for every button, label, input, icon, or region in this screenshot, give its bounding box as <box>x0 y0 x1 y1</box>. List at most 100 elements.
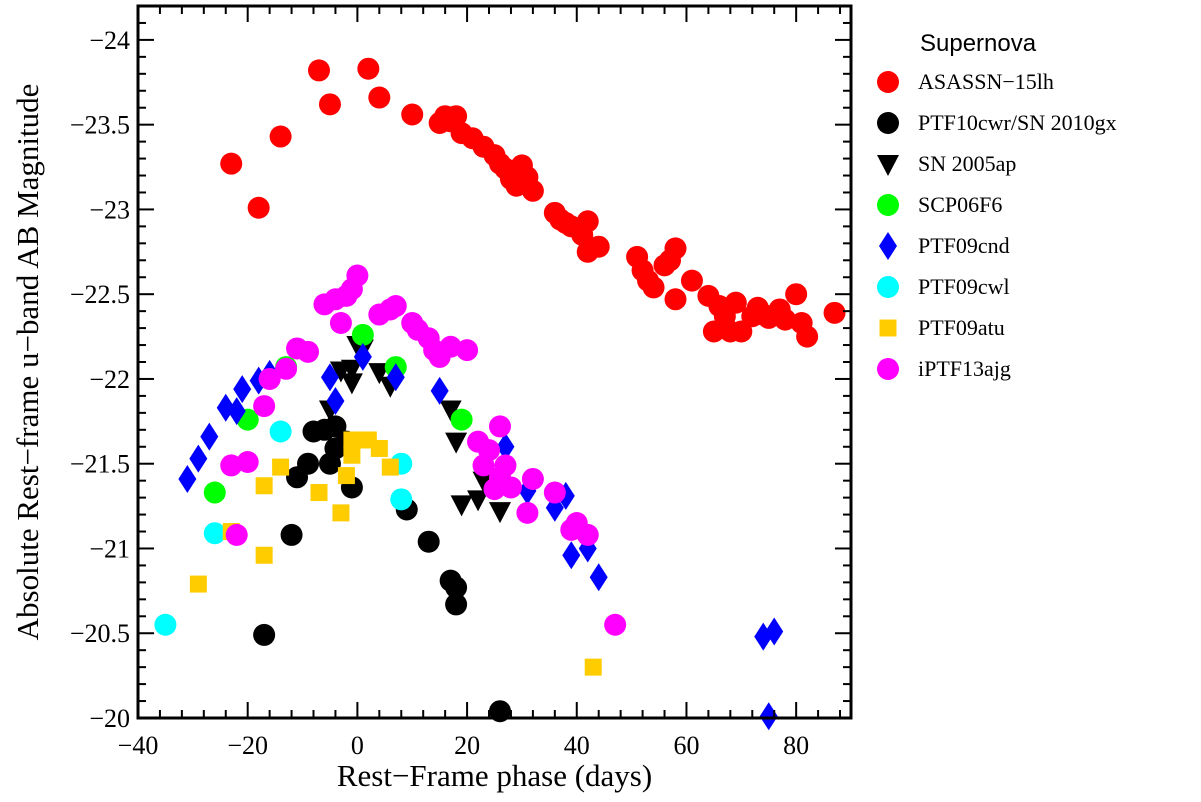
data-point <box>272 458 290 476</box>
data-point <box>796 325 819 348</box>
x-tick-labels: −40 −20 0 20 40 60 80 <box>118 731 809 760</box>
data-point <box>326 386 345 415</box>
data-point <box>430 376 449 405</box>
series-0 <box>220 57 846 348</box>
data-point <box>320 363 339 392</box>
data-point <box>225 523 248 546</box>
data-point <box>178 464 197 493</box>
data-point <box>587 235 610 258</box>
legend-label: iPTF13ajg <box>918 356 1011 381</box>
data-point <box>496 432 515 461</box>
legend-label: PTF10cwr/SN 2010gx <box>918 110 1117 135</box>
data-point <box>765 617 784 646</box>
y-tick-label: −20.5 <box>70 619 130 648</box>
data-point <box>488 502 511 524</box>
data-point <box>343 446 361 464</box>
data-point <box>521 467 544 490</box>
legend-label: ASASSN−15lh <box>918 69 1054 94</box>
data-point <box>258 367 281 390</box>
data-point <box>353 342 372 371</box>
data-point <box>642 276 665 299</box>
x-tick-label: −40 <box>118 731 159 760</box>
legend-item: PTF09atu <box>879 315 1005 340</box>
y-tick-label: −22.5 <box>70 280 130 309</box>
chart-marks <box>154 57 846 731</box>
data-point <box>351 323 374 346</box>
data-point <box>467 490 490 512</box>
data-point <box>494 454 517 477</box>
legend-marker <box>877 112 899 134</box>
y-tick-label: −24 <box>89 26 130 55</box>
data-point <box>297 340 320 363</box>
y-tick-label: −21.5 <box>70 450 130 479</box>
legend-marker <box>877 155 899 176</box>
legend-title: Supernova <box>920 30 1037 57</box>
data-point <box>589 563 608 592</box>
data-point <box>823 301 846 324</box>
data-point <box>280 523 303 546</box>
data-point <box>340 373 363 395</box>
data-point <box>381 458 399 476</box>
data-point <box>445 576 468 599</box>
data-point <box>664 237 687 260</box>
data-point <box>318 93 341 116</box>
legend-items: ASASSN−15lh PTF10cwr/SN 2010gx SN 2005ap SC… <box>877 69 1117 381</box>
data-point <box>269 125 292 148</box>
data-point <box>236 451 259 474</box>
data-point <box>516 501 539 524</box>
y-tick-label: −23 <box>89 195 130 224</box>
legend-item: ASASSN−15lh <box>877 69 1054 94</box>
axis-ticks <box>137 5 851 719</box>
x-tick-label: 20 <box>454 731 480 760</box>
data-point <box>439 400 462 422</box>
x-axis-title: Rest−Frame phase (days) <box>337 758 652 793</box>
legend-marker <box>879 319 897 337</box>
legend-marker <box>877 194 899 216</box>
series-2 <box>318 336 511 524</box>
data-point <box>499 476 522 499</box>
data-point <box>227 397 246 426</box>
data-point <box>200 422 219 451</box>
data-point <box>445 593 468 616</box>
legend-item: SN 2005ap <box>877 151 1016 176</box>
data-point <box>774 308 797 331</box>
data-point <box>253 395 276 418</box>
data-point <box>332 504 350 522</box>
data-point <box>576 210 599 233</box>
data-point <box>220 454 243 477</box>
data-point <box>346 264 369 287</box>
data-point <box>189 444 208 473</box>
data-point <box>664 288 687 311</box>
data-point <box>702 320 725 343</box>
data-point <box>255 546 273 564</box>
data-point <box>562 541 581 570</box>
x-tick-label: 0 <box>351 731 364 760</box>
data-point <box>445 432 468 454</box>
legend-item: iPTF13ajg <box>877 356 1011 381</box>
data-point <box>297 452 320 475</box>
data-point <box>445 105 468 128</box>
data-point <box>357 57 380 80</box>
y-tick-labels: −24 −23.5 −23 −22.5 −22 −21.5 −21 −20.5 −20 <box>70 26 130 733</box>
data-point <box>488 415 511 438</box>
legend-label: PTF09atu <box>918 315 1005 340</box>
data-point <box>450 408 473 431</box>
legend-label: SCP06F6 <box>918 192 1002 217</box>
x-tick-label: 80 <box>783 731 809 760</box>
data-point <box>730 320 753 343</box>
data-point <box>604 613 627 636</box>
data-point <box>785 283 808 306</box>
data-point <box>203 481 226 504</box>
data-point <box>253 623 276 646</box>
data-point <box>370 439 388 457</box>
legend-marker <box>877 71 899 93</box>
legend-label: SN 2005ap <box>918 151 1016 176</box>
data-point <box>478 439 501 462</box>
data-point <box>189 575 207 593</box>
data-point <box>584 658 602 676</box>
data-point <box>401 103 424 126</box>
data-point <box>386 363 405 392</box>
data-point <box>255 477 273 495</box>
y-tick-label: −21 <box>89 534 130 563</box>
